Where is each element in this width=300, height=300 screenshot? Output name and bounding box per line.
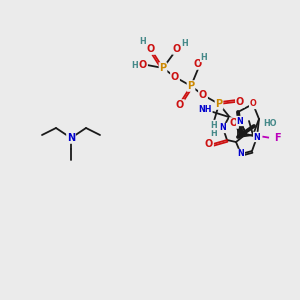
Text: HO: HO	[263, 118, 277, 127]
Text: P: P	[188, 81, 195, 91]
Text: P: P	[215, 99, 223, 109]
Text: O: O	[147, 44, 155, 54]
Text: O: O	[176, 100, 184, 110]
Text: H: H	[182, 38, 188, 47]
Text: H: H	[201, 52, 207, 62]
Text: H: H	[211, 130, 218, 139]
Text: O: O	[173, 44, 181, 54]
Text: O: O	[230, 118, 238, 128]
Text: O: O	[205, 139, 213, 149]
Text: O: O	[199, 90, 207, 100]
Text: O: O	[171, 72, 179, 82]
Text: H: H	[132, 61, 138, 70]
Text: O: O	[250, 100, 256, 109]
Text: N: N	[254, 133, 260, 142]
Text: N: N	[237, 116, 243, 125]
Text: F: F	[274, 133, 280, 143]
Text: NH: NH	[198, 106, 212, 115]
Text: O: O	[139, 60, 147, 70]
Text: O: O	[194, 59, 202, 69]
Text: N: N	[67, 133, 75, 143]
Text: N: N	[238, 149, 244, 158]
Text: N: N	[220, 124, 226, 133]
Text: P: P	[159, 63, 167, 73]
Text: H: H	[211, 121, 218, 130]
Text: O: O	[236, 97, 244, 107]
Text: O: O	[210, 121, 218, 131]
Text: H: H	[140, 37, 146, 46]
